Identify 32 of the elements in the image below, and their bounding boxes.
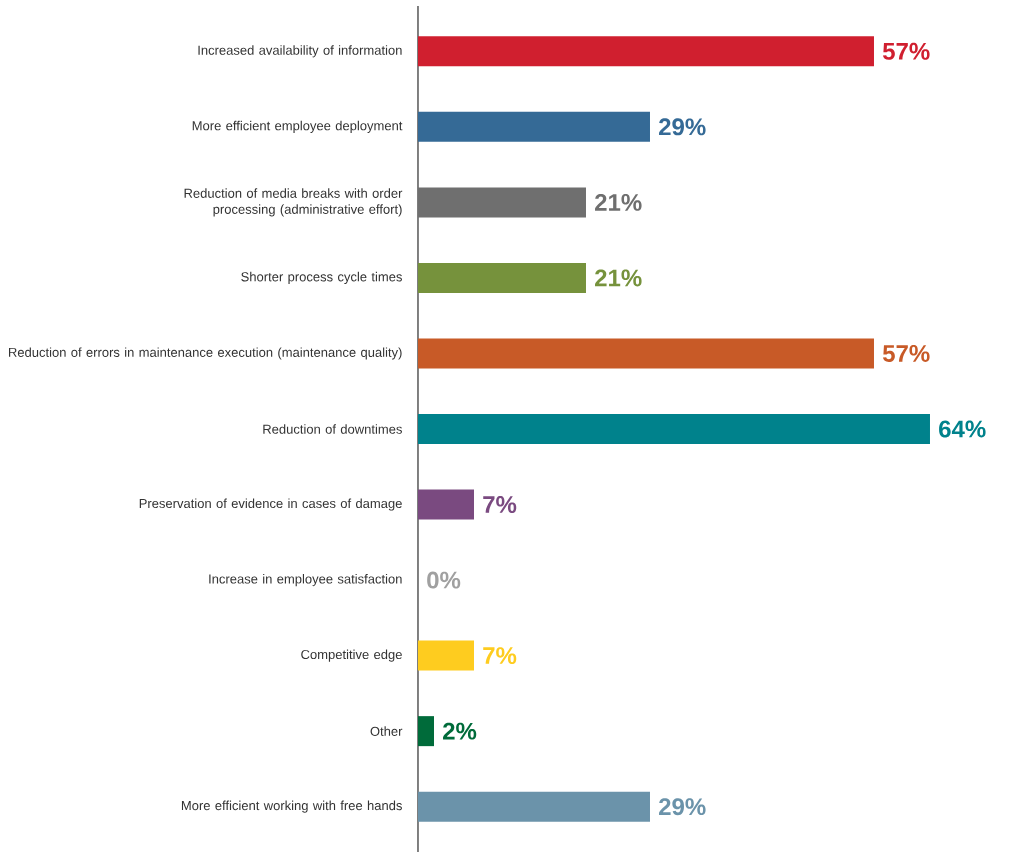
- y-tick-label: More efficient employee deployment: [192, 120, 403, 133]
- bar: [418, 36, 874, 67]
- data-label: 21%: [595, 193, 642, 211]
- data-label: 21%: [595, 269, 642, 287]
- y-tick-label: Other: [370, 726, 403, 736]
- bar: [418, 111, 650, 142]
- y-tick-label: More efficient working with free hands: [181, 800, 402, 813]
- y-tick-label: Shorter process cycle times: [241, 271, 402, 284]
- y-tick-label: Increase in employee satisfaction: [209, 574, 402, 587]
- data-label: 0%: [427, 571, 461, 589]
- bar: [418, 640, 474, 671]
- data-label: 7%: [483, 496, 517, 513]
- data-label: 29%: [659, 798, 706, 816]
- y-tick-label: Preservation of evidence in cases of damage: [139, 498, 402, 511]
- bar: [418, 262, 586, 293]
- bar: [418, 187, 586, 218]
- y-tick-label: Increased availability of information: [198, 45, 402, 58]
- y-tick-label: Reduction of media breaks with order processing (administrative effort): [184, 188, 403, 217]
- data-label: 29%: [659, 118, 706, 136]
- bar: [418, 414, 930, 444]
- data-label: 2%: [443, 722, 477, 740]
- data-label: 57%: [882, 344, 930, 362]
- bar: [418, 716, 434, 747]
- data-label: 7%: [483, 647, 517, 665]
- data-label: 57%: [882, 42, 930, 60]
- bar: [418, 489, 474, 520]
- bar: [418, 791, 650, 822]
- y-tick-label: Reduction of errors in maintenance execution (maintenance quality): [9, 347, 402, 360]
- data-label: 64%: [939, 420, 986, 438]
- y-tick-label: Reduction of downtimes: [263, 424, 402, 434]
- bar: [418, 338, 874, 369]
- y-tick-label: Competitive edge: [301, 649, 402, 662]
